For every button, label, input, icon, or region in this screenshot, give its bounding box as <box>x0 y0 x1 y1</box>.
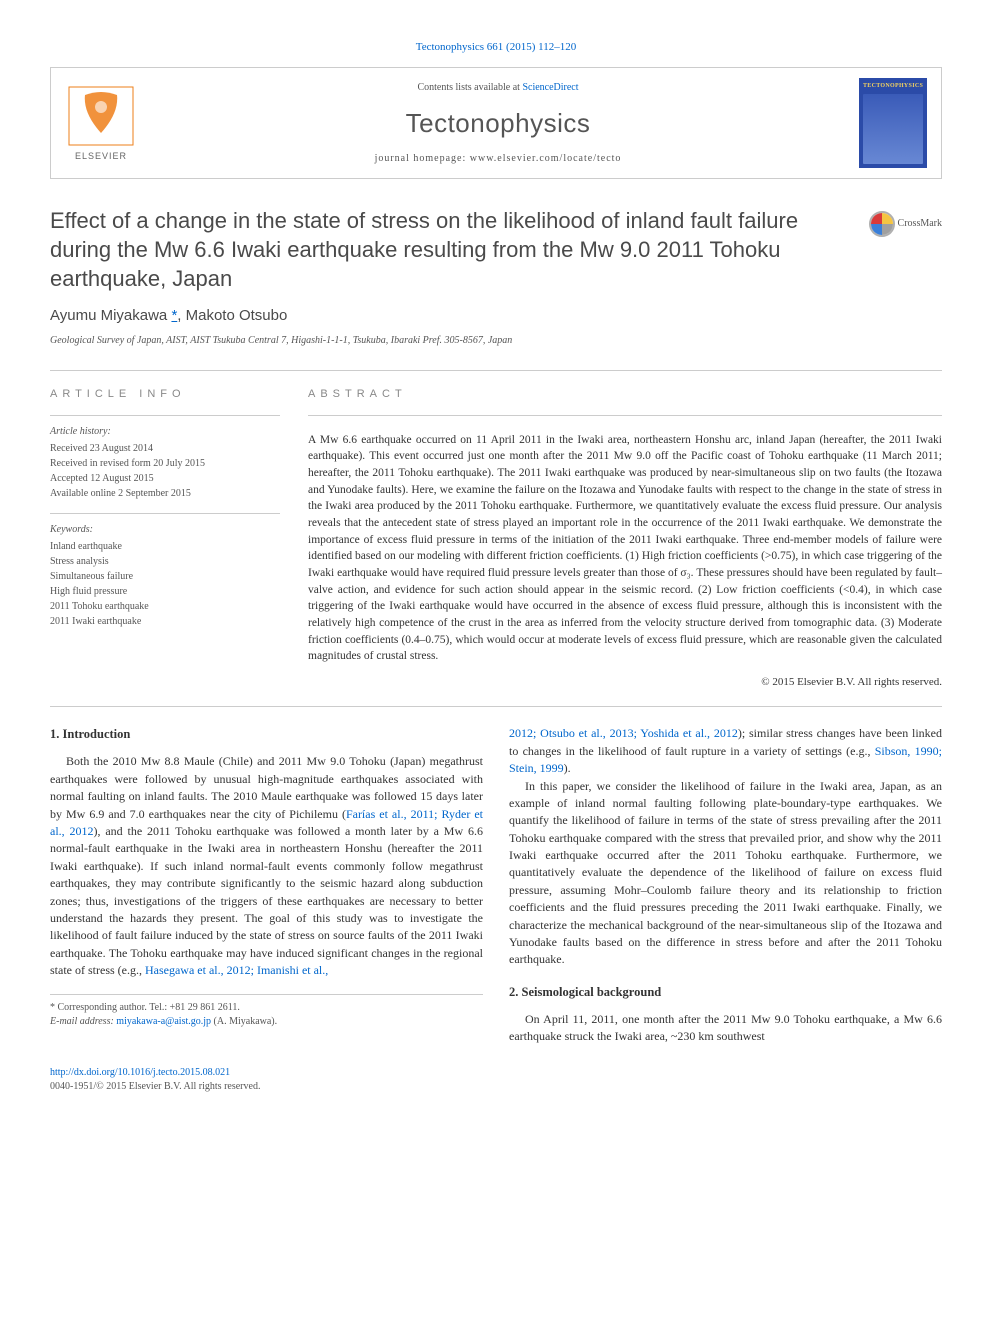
abstract-text: A Mw 6.6 earthquake occurred on 11 April… <box>308 432 942 665</box>
keywords-label: Keywords: <box>50 522 280 537</box>
issn-copyright: 0040-1951/© 2015 Elsevier B.V. All right… <box>50 1080 942 1094</box>
divider <box>308 415 942 416</box>
affiliation: Geological Survey of Japan, AIST, AIST T… <box>50 334 942 348</box>
email-link[interactable]: miyakawa-a@aist.go.jp <box>116 1016 211 1027</box>
svg-text:ELSEVIER: ELSEVIER <box>75 151 127 161</box>
citation-link[interactable]: 2012; Otsubo et al., 2013; Yoshida et al… <box>509 726 738 740</box>
abstract-column: ABSTRACT A Mw 6.6 earthquake occurred on… <box>308 387 942 690</box>
history-revised: Received in revised form 20 July 2015 <box>50 456 280 471</box>
authors: Ayumu Miyakawa *, Makoto Otsubo <box>50 305 942 326</box>
cover-title: TECTONOPHYSICS <box>863 82 923 90</box>
citation-link[interactable]: Hasegawa et al., 2012; Imanishi et al., <box>145 963 328 977</box>
crossmark-label: CrossMark <box>898 217 942 231</box>
body-columns: 1. Introduction Both the 2010 Mw 8.8 Mau… <box>50 725 942 1045</box>
crossmark-icon <box>869 211 895 237</box>
article-info-header: ARTICLE INFO <box>50 387 280 402</box>
journal-header-box: ELSEVIER Contents lists available at Sci… <box>50 67 942 179</box>
keyword: High fluid pressure <box>50 584 280 599</box>
title-row: Effect of a change in the state of stres… <box>50 207 942 293</box>
page-footer: http://dx.doi.org/10.1016/j.tecto.2015.0… <box>50 1066 942 1094</box>
keyword: 2011 Iwaki earthquake <box>50 614 280 629</box>
email-label: E-mail address: <box>50 1016 116 1027</box>
keyword: Stress analysis <box>50 554 280 569</box>
contents-line: Contents lists available at ScienceDirec… <box>151 81 845 95</box>
body-column-right: 2012; Otsubo et al., 2013; Yoshida et al… <box>509 725 942 1045</box>
abstract-copyright: © 2015 Elsevier B.V. All rights reserved… <box>308 675 942 690</box>
doi-link[interactable]: http://dx.doi.org/10.1016/j.tecto.2015.0… <box>50 1067 230 1078</box>
history-online: Available online 2 September 2015 <box>50 486 280 501</box>
body-column-left: 1. Introduction Both the 2010 Mw 8.8 Mau… <box>50 725 483 1045</box>
section-2-paragraph-1: On April 11, 2011, one month after the 2… <box>509 1011 942 1046</box>
keyword: 2011 Tohoku earthquake <box>50 599 280 614</box>
journal-cover-thumbnail: TECTONOPHYSICS <box>859 78 927 168</box>
header-center: Contents lists available at ScienceDirec… <box>151 81 845 165</box>
journal-homepage: journal homepage: www.elsevier.com/locat… <box>151 152 845 166</box>
cover-image <box>863 94 923 165</box>
section-2-heading: 2. Seismological background <box>509 983 942 1001</box>
history-accepted: Accepted 12 August 2015 <box>50 471 280 486</box>
divider <box>50 706 942 707</box>
history-label: Article history: <box>50 424 280 439</box>
article-info-column: ARTICLE INFO Article history: Received 2… <box>50 387 280 690</box>
divider <box>50 370 942 371</box>
crossmark-badge[interactable]: CrossMark <box>869 211 942 237</box>
article-history-block: Article history: Received 23 August 2014… <box>50 415 280 501</box>
info-abstract-row: ARTICLE INFO Article history: Received 2… <box>50 387 942 690</box>
section-1-paragraph-1: Both the 2010 Mw 8.8 Maule (Chile) and 2… <box>50 753 483 979</box>
journal-reference: Tectonophysics 661 (2015) 112–120 <box>50 40 942 55</box>
section-1-paragraph-1-continued: 2012; Otsubo et al., 2013; Yoshida et al… <box>509 725 942 777</box>
journal-name: Tectonophysics <box>151 105 845 141</box>
sciencedirect-link[interactable]: ScienceDirect <box>522 82 578 93</box>
section-1-heading: 1. Introduction <box>50 725 483 743</box>
corresponding-author-mark[interactable]: * <box>171 307 177 324</box>
contents-prefix: Contents lists available at <box>417 82 522 93</box>
keyword: Inland earthquake <box>50 539 280 554</box>
email-line: E-mail address: miyakawa-a@aist.go.jp (A… <box>50 1015 483 1030</box>
email-suffix: (A. Miyakawa). <box>211 1016 277 1027</box>
article-title: Effect of a change in the state of stres… <box>50 207 853 293</box>
corresponding-author-note: * Corresponding author. Tel.: +81 29 861… <box>50 1001 483 1016</box>
keywords-block: Keywords: Inland earthquake Stress analy… <box>50 513 280 629</box>
homepage-url: www.elsevier.com/locate/tecto <box>470 153 622 164</box>
abstract-header: ABSTRACT <box>308 387 942 402</box>
keyword: Simultaneous failure <box>50 569 280 584</box>
homepage-prefix: journal homepage: <box>375 153 470 164</box>
section-1-paragraph-2: In this paper, we consider the likelihoo… <box>509 778 942 969</box>
history-received: Received 23 August 2014 <box>50 441 280 456</box>
footnotes: * Corresponding author. Tel.: +81 29 861… <box>50 994 483 1030</box>
elsevier-logo: ELSEVIER <box>65 83 137 163</box>
authors-text: Ayumu Miyakawa *, Makoto Otsubo <box>50 307 287 324</box>
